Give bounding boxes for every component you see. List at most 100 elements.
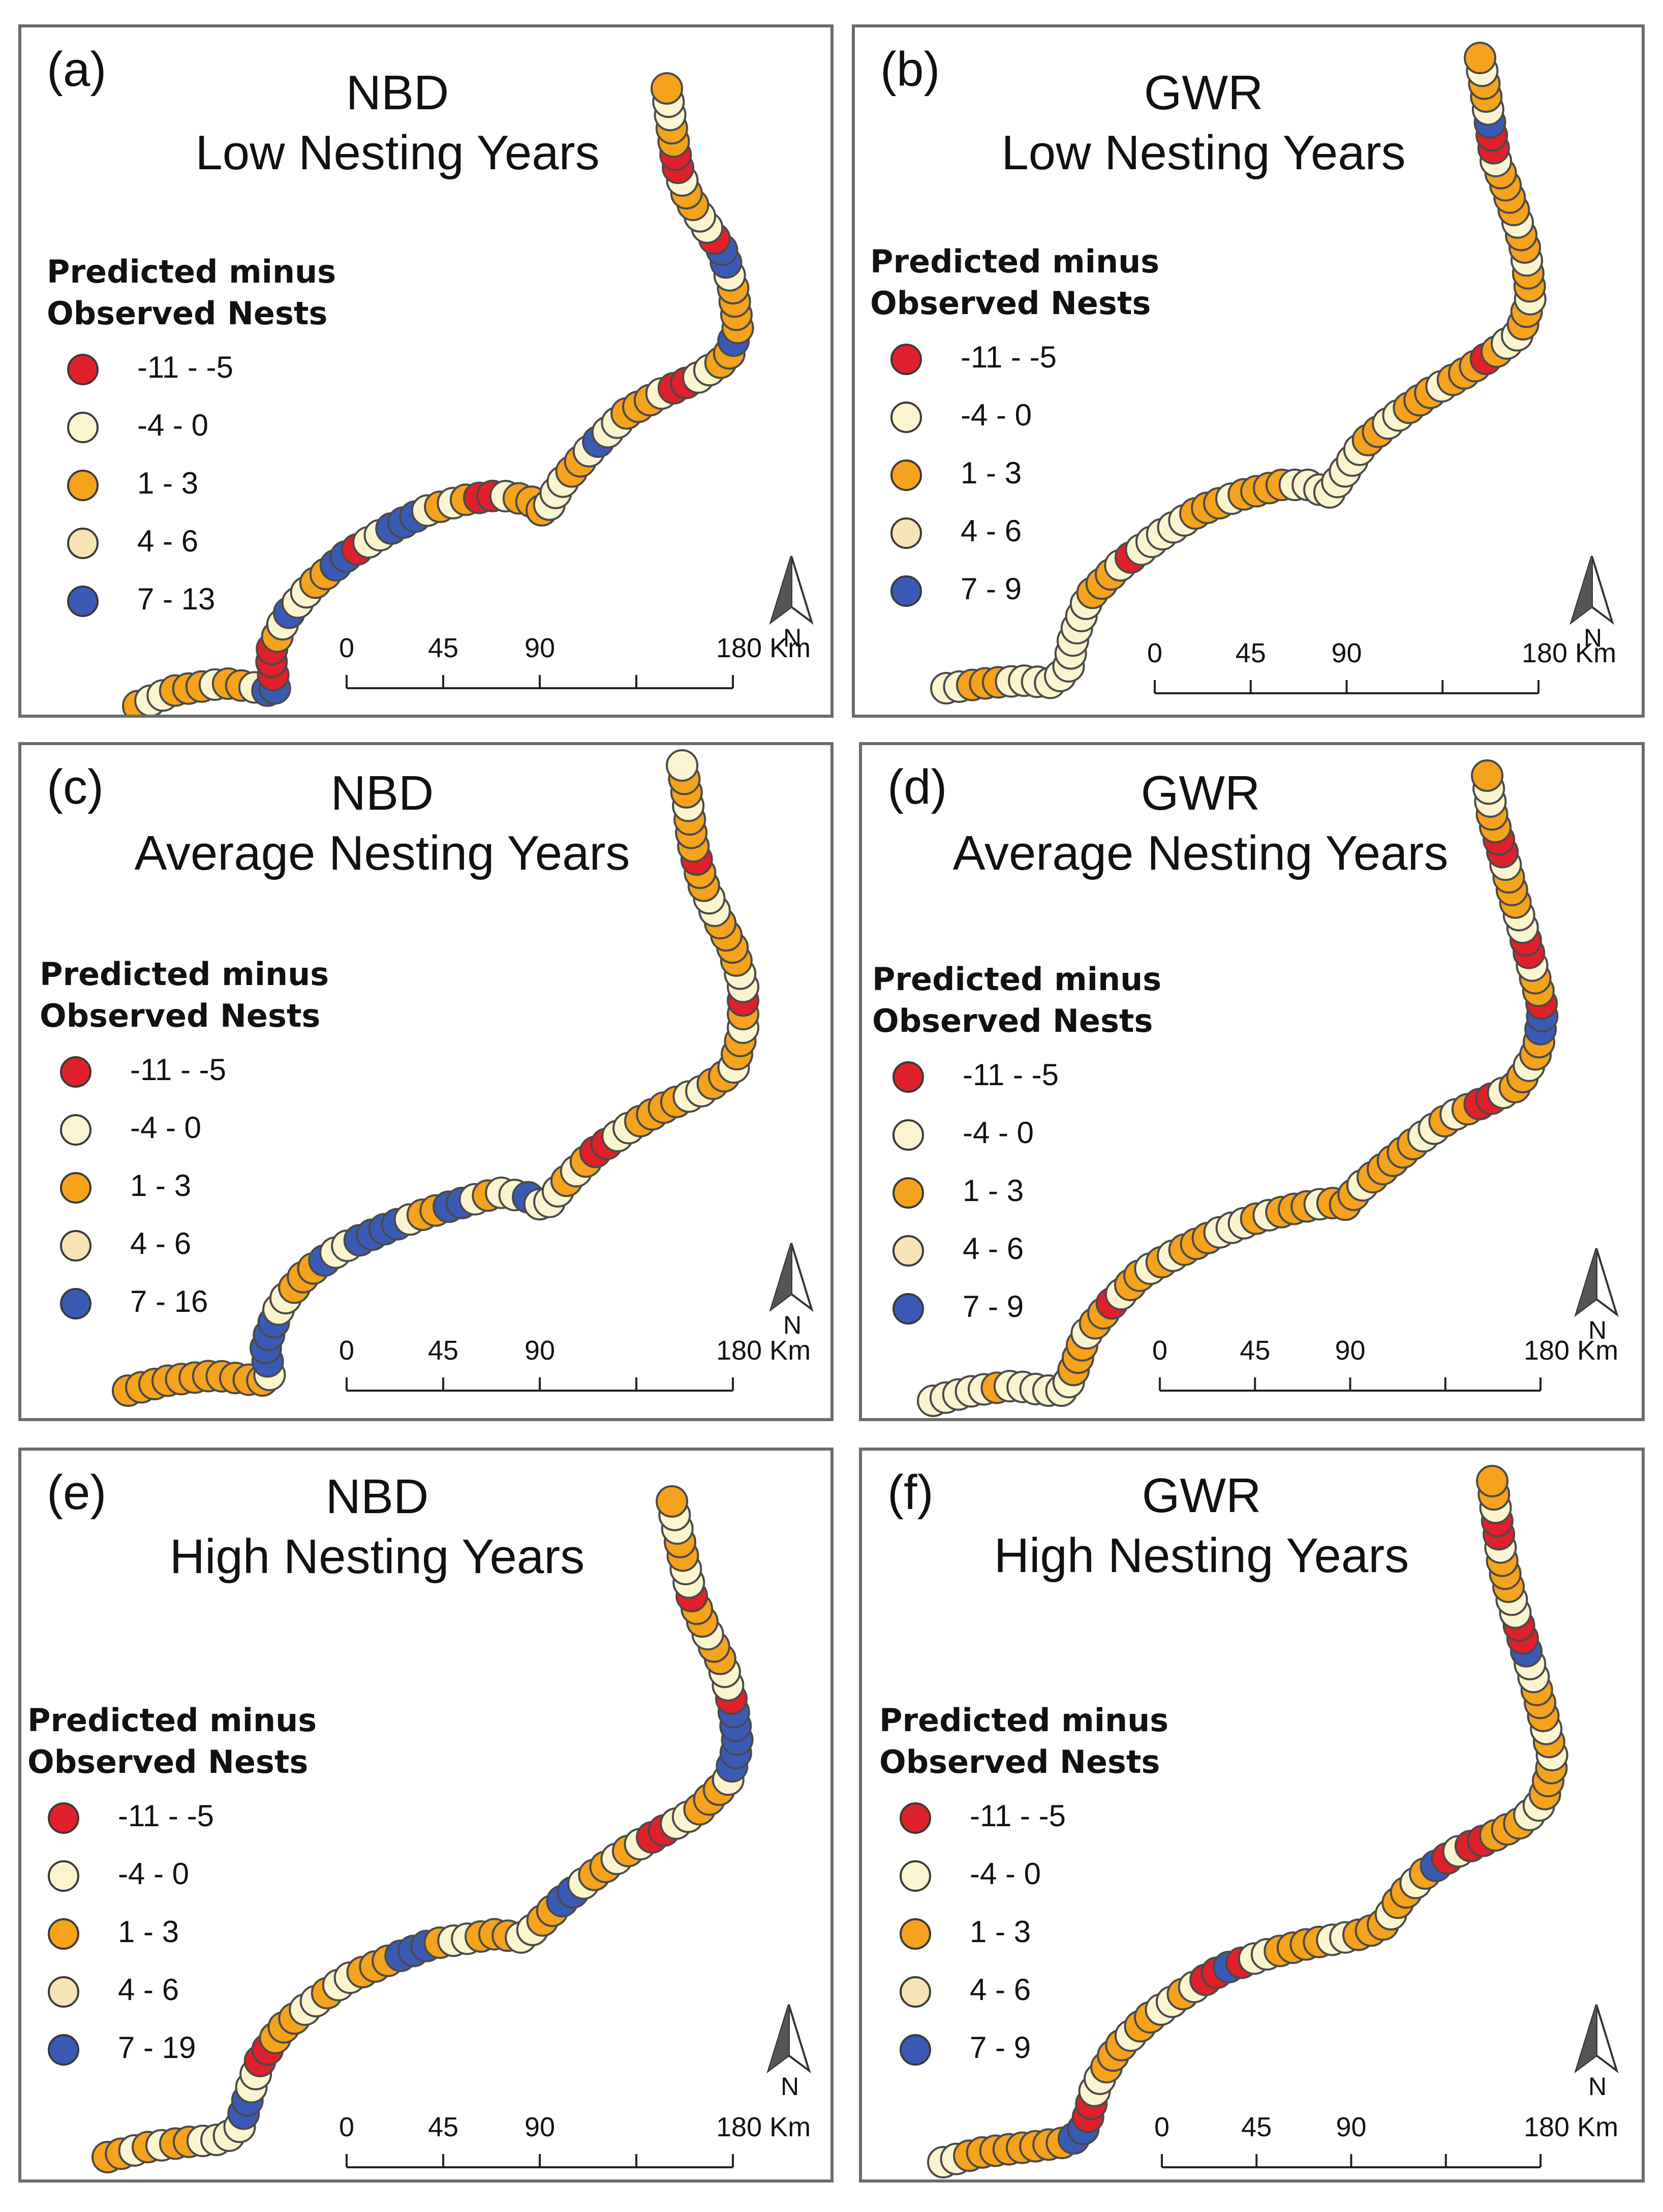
legend-item: -11 - -5 — [47, 343, 336, 401]
legend-swatch — [48, 1860, 79, 1892]
legend-item: 1 - 3 — [879, 1907, 1168, 1965]
legend-item: 1 - 3 — [27, 1907, 317, 1965]
map-panel-a: N 0 45 90 180 Km (a) NBD Low Nesting Years Predi… — [18, 24, 834, 718]
beach-segment-dot — [1471, 759, 1503, 792]
map-panel-f: N 0 45 90 180 Km (f) GWR High Nesting Years Pred… — [859, 1448, 1645, 2183]
legend-swatch — [60, 1230, 91, 1262]
panel-letter: (f) — [887, 1465, 934, 1520]
map-legend: Predicted minus Observed Nests -11 - -5 -4 … — [47, 251, 336, 632]
legend-item: -4 - 0 — [27, 1849, 317, 1907]
north-label: N — [1588, 1316, 1607, 1344]
legend-title: Predicted minus — [879, 1702, 1169, 1739]
panel-letter: (e) — [47, 1465, 107, 1520]
scale-label: 45 — [1241, 2112, 1272, 2142]
scale-label: 0 — [1152, 1335, 1168, 1366]
legend-item: 7 - 19 — [27, 2023, 317, 2081]
model-name: GWR — [1142, 1468, 1261, 1523]
legend-item: 4 - 6 — [40, 1219, 329, 1277]
panel-letter: (a) — [47, 42, 107, 97]
scale-label: 0 — [338, 1335, 355, 1366]
map-panel-e: N 0 45 90 180 Km (e) NBD High Nesting Years Pred… — [18, 1448, 834, 2183]
legend-label: 4 - 6 — [118, 1973, 179, 2007]
panel-letter: (b) — [880, 42, 940, 97]
legend-swatch — [890, 402, 922, 433]
legend-title: Observed Nests — [872, 1002, 1153, 1039]
panel-title: NBD Low Nesting Years — [143, 63, 652, 183]
legend-item: 1 - 3 — [47, 458, 336, 516]
legend-swatch — [890, 517, 922, 549]
nesting-category: Low Nesting Years — [1001, 126, 1406, 180]
panel-title: NBD Average Nesting Years — [128, 763, 636, 883]
legend-label: -11 - -5 — [137, 350, 233, 384]
legend-label: 1 - 3 — [118, 1915, 179, 1949]
scale-bar — [346, 2154, 734, 2168]
legend-item: -11 - -5 — [870, 332, 1159, 390]
scale-label: 90 — [524, 1335, 556, 1366]
legend-item: -4 - 0 — [872, 1108, 1161, 1166]
coastline-map — [91, 1485, 811, 2173]
legend-label: 4 - 6 — [961, 514, 1022, 548]
legend-item: 4 - 6 — [870, 506, 1159, 564]
scale-bar — [1159, 1377, 1542, 1392]
legend-label: -4 - 0 — [970, 1857, 1041, 1891]
legend-swatch — [900, 1918, 931, 1950]
scale-bar — [346, 675, 734, 689]
legend-swatch — [60, 1114, 91, 1146]
legend-swatch — [48, 1976, 79, 2008]
legend-swatch — [67, 586, 99, 617]
north-arrow-shade — [1576, 2005, 1596, 2071]
legend-swatch — [892, 1235, 924, 1267]
legend-swatch — [48, 2034, 79, 2066]
legend-item: 4 - 6 — [47, 516, 336, 574]
scale-label: 90 — [524, 633, 556, 663]
legend-label: -11 - -5 — [130, 1053, 226, 1087]
scale-label: 180 Km — [716, 1335, 811, 1366]
legend-title: Observed Nests — [870, 285, 1151, 322]
legend-item: -11 - -5 — [40, 1045, 329, 1103]
panel-title: GWR High Nesting Years — [947, 1466, 1456, 1586]
map-legend: Predicted minus Observed Nests -11 - -5 -4 … — [879, 1700, 1168, 2081]
panel-letter: (d) — [887, 760, 947, 814]
legend-item: -4 - 0 — [870, 390, 1159, 448]
scale-label: 180 Km — [716, 633, 811, 663]
legend-title: Predicted minus — [872, 961, 1162, 998]
scale-label: 180 Km — [716, 2112, 811, 2142]
legend-label: -4 - 0 — [963, 1116, 1034, 1150]
legend-swatch — [892, 1177, 924, 1209]
model-name: GWR — [1144, 66, 1264, 120]
map-panel-b: N 0 45 90 180 Km (b) GWR Low Nesting Years Predi… — [852, 24, 1645, 718]
legend-label: 7 - 9 — [970, 2031, 1031, 2065]
legend-item: 7 - 9 — [879, 2023, 1168, 2081]
legend-label: -4 - 0 — [118, 1857, 190, 1891]
legend-label: 4 - 6 — [130, 1226, 192, 1261]
beach-segment-dot — [666, 749, 698, 782]
legend-label: -4 - 0 — [961, 398, 1032, 432]
legend-label: 7 - 16 — [130, 1284, 208, 1318]
legend-swatch — [900, 1802, 931, 1834]
legend-label: 4 - 6 — [137, 524, 199, 558]
north-label: N — [1584, 624, 1603, 652]
legend-title: Observed Nests — [27, 1743, 309, 1780]
north-label: N — [783, 1311, 802, 1339]
legend-label: -4 - 0 — [130, 1111, 202, 1145]
scale-label: 180 Km — [1523, 2112, 1619, 2142]
legend-swatch — [48, 1918, 79, 1950]
legend-item: 7 - 9 — [870, 564, 1159, 622]
coastline-map — [122, 72, 814, 715]
legend-item: -11 - -5 — [879, 1791, 1168, 1849]
nesting-category: Average Nesting Years — [134, 826, 630, 880]
legend-title: Observed Nests — [40, 997, 321, 1034]
legend-item: 4 - 6 — [27, 1965, 317, 2023]
beach-segment-dot — [651, 72, 683, 105]
legend-label: 7 - 13 — [137, 582, 215, 616]
scale-label: 90 — [524, 2112, 556, 2142]
model-name: GWR — [1141, 766, 1260, 820]
scale-label: 45 — [427, 633, 459, 663]
legend-title: Predicted minus — [47, 253, 336, 290]
beach-segment-dot — [1464, 42, 1496, 74]
north-arrow-shade — [1576, 1248, 1596, 1314]
legend-swatch — [890, 344, 922, 375]
legend-label: -11 - -5 — [961, 340, 1057, 374]
legend-item: -11 - -5 — [872, 1050, 1161, 1108]
scale-bar — [1161, 2154, 1542, 2168]
